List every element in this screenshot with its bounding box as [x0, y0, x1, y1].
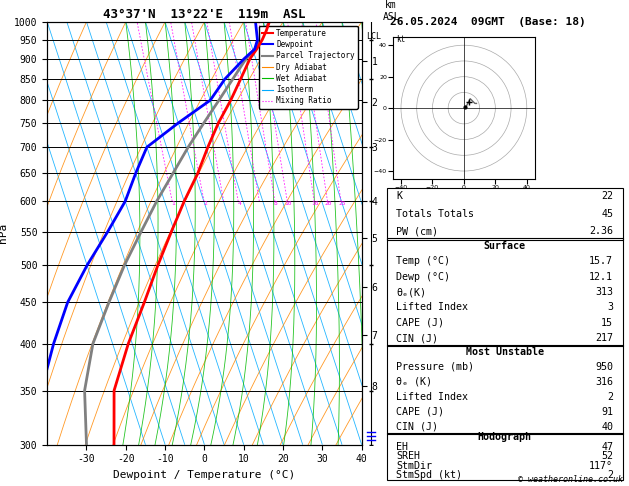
Text: 10: 10 [284, 201, 292, 206]
Text: EH: EH [396, 442, 408, 451]
Text: Dewp (°C): Dewp (°C) [396, 272, 450, 282]
Text: 217: 217 [595, 333, 613, 343]
Text: 313: 313 [595, 287, 613, 297]
Text: 2: 2 [203, 201, 207, 206]
Text: CIN (J): CIN (J) [396, 421, 438, 432]
Text: 8: 8 [274, 201, 278, 206]
Text: 2: 2 [607, 470, 613, 480]
Y-axis label: km
ASL: km ASL [382, 0, 400, 22]
Text: Temp (°C): Temp (°C) [396, 256, 450, 266]
Y-axis label: hPa: hPa [0, 223, 8, 243]
Text: Hodograph: Hodograph [478, 432, 532, 442]
Text: CAPE (J): CAPE (J) [396, 407, 444, 417]
Text: Lifted Index: Lifted Index [396, 392, 468, 402]
Text: StmSpd (kt): StmSpd (kt) [396, 470, 462, 480]
Text: 16: 16 [311, 201, 319, 206]
Text: Pressure (mb): Pressure (mb) [396, 362, 474, 372]
Text: PW (cm): PW (cm) [396, 226, 438, 236]
Text: LCL: LCL [366, 32, 381, 41]
Text: 3: 3 [607, 302, 613, 312]
Text: StmDir: StmDir [396, 461, 432, 470]
Text: 52: 52 [601, 451, 613, 461]
Text: 45: 45 [601, 209, 613, 219]
Text: CIN (J): CIN (J) [396, 333, 438, 343]
Title: 43°37'N  13°22'E  119m  ASL: 43°37'N 13°22'E 119m ASL [103, 8, 306, 21]
Text: 316: 316 [595, 377, 613, 387]
Text: 12.1: 12.1 [589, 272, 613, 282]
X-axis label: Dewpoint / Temperature (°C): Dewpoint / Temperature (°C) [113, 470, 296, 480]
Text: © weatheronline.co.uk: © weatheronline.co.uk [518, 474, 623, 484]
Text: 22: 22 [601, 191, 613, 201]
Text: 1: 1 [172, 201, 175, 206]
Text: 950: 950 [595, 362, 613, 372]
Text: Totals Totals: Totals Totals [396, 209, 474, 219]
Text: 2: 2 [607, 392, 613, 402]
Text: 26.05.2024  09GMT  (Base: 18): 26.05.2024 09GMT (Base: 18) [389, 17, 586, 27]
Text: 91: 91 [601, 407, 613, 417]
Text: CAPE (J): CAPE (J) [396, 318, 444, 328]
Text: kt: kt [396, 35, 406, 44]
Legend: Temperature, Dewpoint, Parcel Trajectory, Dry Adiabat, Wet Adiabat, Isotherm, Mi: Temperature, Dewpoint, Parcel Trajectory… [259, 26, 358, 108]
Text: 40: 40 [601, 421, 613, 432]
Text: 15.7: 15.7 [589, 256, 613, 266]
Text: Most Unstable: Most Unstable [465, 347, 544, 357]
Text: 2.36: 2.36 [589, 226, 613, 236]
Text: 4: 4 [237, 201, 241, 206]
Text: SREH: SREH [396, 451, 420, 461]
Text: 15: 15 [601, 318, 613, 328]
Text: 25: 25 [338, 201, 345, 206]
Text: θₑ(K): θₑ(K) [396, 287, 426, 297]
Text: 47: 47 [601, 442, 613, 451]
Text: K: K [396, 191, 403, 201]
Text: Surface: Surface [484, 241, 526, 251]
Text: 117°: 117° [589, 461, 613, 470]
Text: θₑ (K): θₑ (K) [396, 377, 432, 387]
Text: 20: 20 [325, 201, 332, 206]
Text: Lifted Index: Lifted Index [396, 302, 468, 312]
